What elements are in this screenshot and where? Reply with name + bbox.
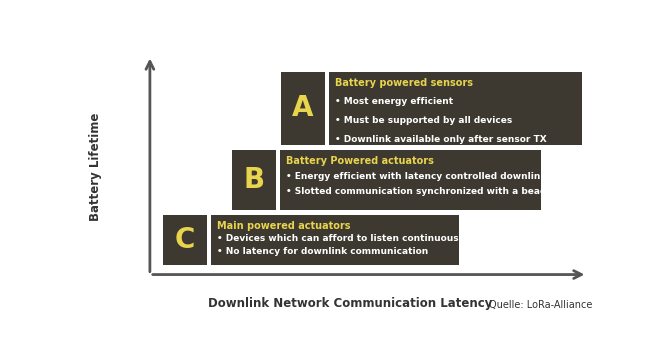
Text: C: C — [175, 226, 195, 254]
Text: B: B — [244, 166, 265, 194]
Text: • Downlink available only after sensor TX: • Downlink available only after sensor T… — [335, 135, 547, 144]
Bar — [280, 150, 541, 210]
Text: • Must be supported by all devices: • Must be supported by all devices — [335, 116, 513, 125]
Text: • Slotted communication synchronized with a beacon: • Slotted communication synchronized wit… — [286, 187, 558, 196]
Text: Battery Powered actuators: Battery Powered actuators — [286, 156, 434, 166]
Text: • Energy efficient with latency controlled downlink: • Energy efficient with latency controll… — [286, 172, 546, 181]
Text: Battery powered sensors: Battery powered sensors — [335, 78, 473, 88]
Text: Battery Lifetime: Battery Lifetime — [90, 112, 102, 221]
Text: Quelle: LoRa-Alliance: Quelle: LoRa-Alliance — [489, 300, 592, 310]
Text: Downlink Network Communication Latency: Downlink Network Communication Latency — [208, 297, 493, 310]
Text: A: A — [292, 94, 314, 122]
Text: • Devices which can afford to listen continuously: • Devices which can afford to listen con… — [217, 234, 467, 243]
Text: • Most energy efficient: • Most energy efficient — [335, 97, 454, 106]
Bar — [163, 215, 207, 265]
Bar — [281, 72, 325, 145]
Text: Main powered actuators: Main powered actuators — [217, 221, 351, 231]
Text: • No latency for downlink communication: • No latency for downlink communication — [217, 247, 428, 256]
Bar — [210, 215, 459, 265]
Bar — [329, 72, 582, 145]
Bar — [232, 150, 276, 210]
